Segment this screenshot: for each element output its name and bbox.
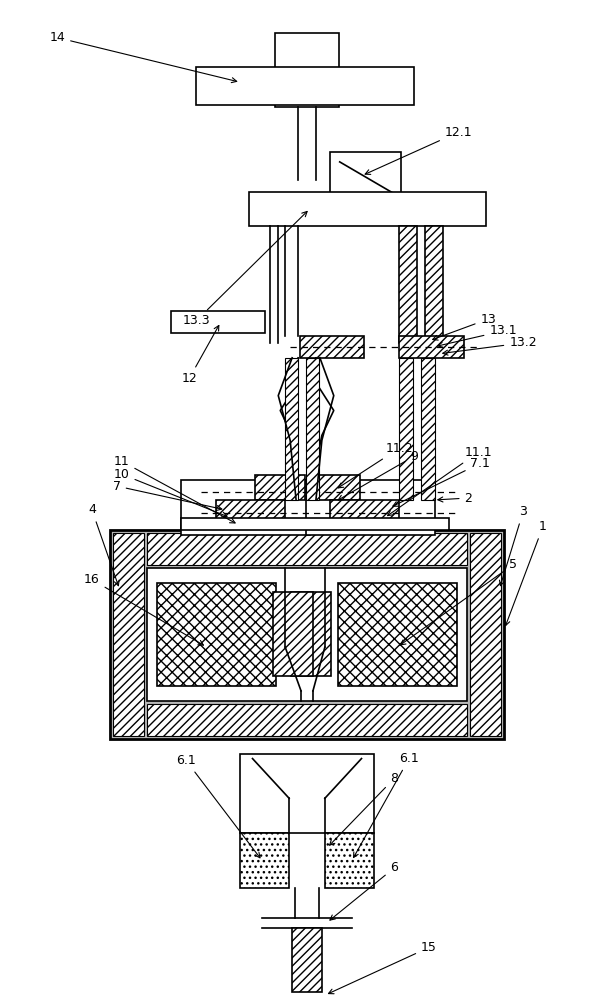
Bar <box>399 358 413 500</box>
Text: 13.3: 13.3 <box>182 211 307 328</box>
Text: 5: 5 <box>400 558 517 645</box>
Bar <box>285 358 298 500</box>
Text: 16: 16 <box>84 573 203 645</box>
Bar <box>147 568 467 701</box>
Text: 12: 12 <box>181 326 219 385</box>
Bar <box>310 475 360 500</box>
Bar <box>147 533 467 565</box>
Bar <box>216 500 285 525</box>
Text: 13: 13 <box>433 313 496 340</box>
Bar <box>421 358 435 500</box>
Bar <box>239 833 289 888</box>
Bar <box>273 592 313 676</box>
Text: 14: 14 <box>49 31 237 83</box>
Bar <box>330 500 399 525</box>
Text: 12.1: 12.1 <box>365 126 472 174</box>
Bar <box>325 833 375 888</box>
Bar <box>275 33 339 107</box>
Text: 8: 8 <box>330 772 398 845</box>
Text: 6: 6 <box>330 861 398 920</box>
Text: 2: 2 <box>438 492 472 505</box>
Bar <box>157 583 276 686</box>
Bar <box>171 311 265 333</box>
Bar <box>110 530 504 739</box>
Text: 13.2: 13.2 <box>443 336 537 355</box>
Text: 15: 15 <box>328 941 437 994</box>
Text: 4: 4 <box>88 503 119 586</box>
Bar <box>196 67 414 105</box>
Bar <box>255 475 305 500</box>
Text: 11: 11 <box>114 455 235 523</box>
Bar <box>147 704 467 736</box>
Bar <box>306 480 435 535</box>
Text: 7.1: 7.1 <box>393 457 491 506</box>
Text: 3: 3 <box>500 505 527 586</box>
Text: 1: 1 <box>505 520 547 626</box>
Bar <box>330 152 401 200</box>
Text: 11.1: 11.1 <box>387 446 492 516</box>
Bar <box>249 192 486 226</box>
Text: 7: 7 <box>113 480 222 510</box>
Bar <box>338 583 457 686</box>
Text: 6.1: 6.1 <box>354 752 419 857</box>
Bar <box>306 358 319 500</box>
Bar <box>425 226 443 343</box>
Text: 10: 10 <box>114 468 227 517</box>
Bar <box>291 592 331 676</box>
Bar <box>399 336 464 358</box>
Bar <box>239 754 375 833</box>
Bar <box>399 226 417 343</box>
Text: 6.1: 6.1 <box>176 754 260 858</box>
Bar <box>292 928 322 992</box>
Bar <box>181 518 449 530</box>
Bar <box>113 533 144 736</box>
Bar <box>300 336 365 358</box>
Text: 9: 9 <box>338 450 418 500</box>
Bar <box>181 480 310 535</box>
Bar <box>470 533 501 736</box>
Text: 11.2: 11.2 <box>338 442 413 488</box>
Text: 13.1: 13.1 <box>438 324 517 347</box>
